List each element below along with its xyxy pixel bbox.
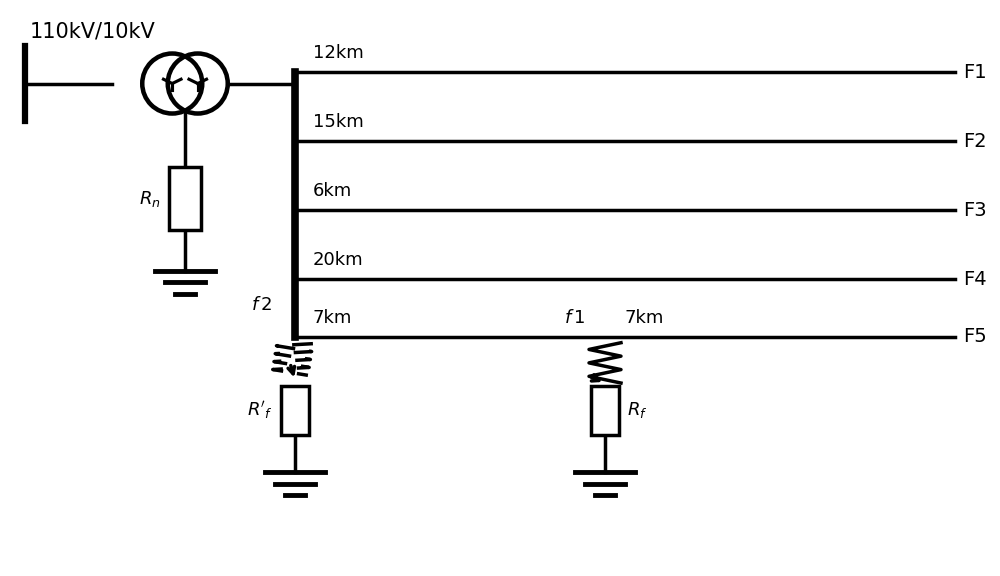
Text: $R'_f$: $R'_f$	[247, 399, 273, 422]
Text: 6km: 6km	[313, 182, 352, 200]
Text: 7km: 7km	[625, 309, 664, 327]
Text: 15km: 15km	[313, 113, 364, 131]
Bar	[169, 167, 201, 230]
Text: $f\,1$: $f\,1$	[564, 309, 585, 327]
Text: F4: F4	[963, 270, 987, 289]
Text: $R_n$: $R_n$	[139, 189, 161, 209]
Text: $f\,2$: $f\,2$	[251, 296, 272, 314]
Text: 7km: 7km	[313, 309, 352, 327]
Text: F1: F1	[963, 63, 987, 81]
Bar	[281, 386, 309, 435]
Text: $R_f$: $R_f$	[627, 400, 648, 420]
Bar	[591, 386, 619, 435]
Text: 12km: 12km	[313, 44, 364, 62]
Text: F2: F2	[963, 132, 987, 150]
Text: 20km: 20km	[313, 251, 364, 269]
Text: 110kV/10kV: 110kV/10kV	[30, 22, 156, 41]
Text: F3: F3	[963, 201, 987, 219]
Text: F5: F5	[963, 328, 987, 346]
